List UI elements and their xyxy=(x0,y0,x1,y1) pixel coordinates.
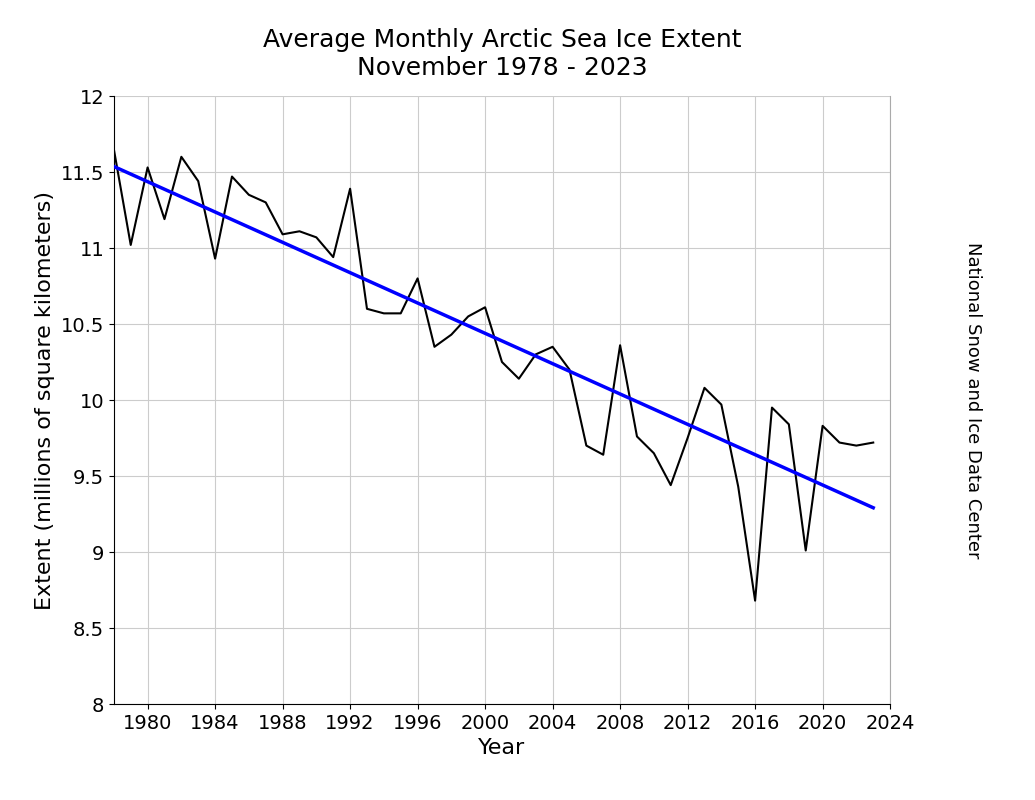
Text: National Snow and Ice Data Center: National Snow and Ice Data Center xyxy=(964,242,982,558)
Y-axis label: Extent (millions of square kilometers): Extent (millions of square kilometers) xyxy=(35,190,55,610)
X-axis label: Year: Year xyxy=(478,738,526,758)
Title: Average Monthly Arctic Sea Ice Extent
November 1978 - 2023: Average Monthly Arctic Sea Ice Extent No… xyxy=(263,28,741,80)
